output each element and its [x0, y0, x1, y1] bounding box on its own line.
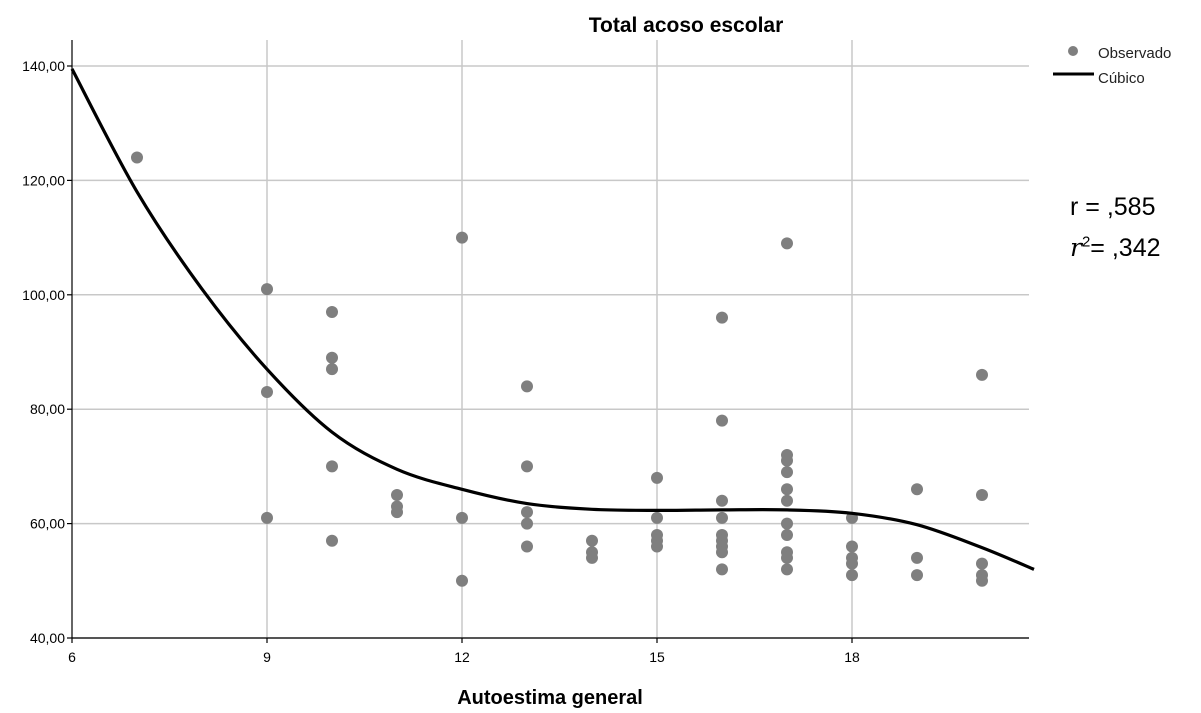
y-tick-label: 40,00: [30, 630, 65, 646]
observed-point: [716, 414, 728, 427]
observed-point: [521, 380, 533, 393]
observed-point: [976, 368, 988, 381]
observed-point: [716, 546, 728, 559]
legend-observed-marker: [1068, 46, 1078, 56]
observed-point: [781, 483, 793, 496]
x-tick-label: 15: [649, 649, 665, 665]
observed-point: [911, 569, 923, 582]
observed-point: [391, 489, 403, 501]
observed-point: [781, 517, 793, 530]
observed-point: [391, 506, 403, 519]
r2-symbol: r: [1070, 233, 1082, 262]
observed-point: [456, 231, 468, 244]
observed-point: [781, 494, 793, 507]
axes: [67, 40, 1029, 643]
observed-point: [651, 540, 663, 553]
observed-point: [586, 551, 598, 564]
legend-observed-label: Observado: [1098, 45, 1171, 62]
observed-point: [716, 563, 728, 576]
observed-point: [716, 311, 728, 324]
cubic-fit-curve: [70, 68, 1035, 571]
r2-exponent: 2: [1081, 233, 1091, 251]
observed-point: [326, 363, 338, 376]
observed-point: [651, 471, 663, 484]
observed-point: [781, 454, 793, 467]
observed-point: [976, 557, 988, 570]
observed-point: [261, 283, 273, 296]
r2-value: = ,342: [1090, 234, 1161, 262]
observed-point: [716, 494, 728, 507]
observed-point: [326, 305, 338, 318]
observed-point: [846, 569, 858, 582]
x-tick-label: 12: [454, 649, 470, 665]
observed-point: [781, 551, 793, 564]
observed-point: [846, 540, 858, 553]
observed-point: [521, 517, 533, 530]
grid-lines: [72, 40, 1029, 639]
observed-point: [911, 551, 923, 564]
y-tick-label: 120,00: [22, 172, 65, 188]
y-tick-label: 100,00: [22, 287, 65, 303]
observed-point: [911, 483, 923, 496]
observed-point: [521, 506, 533, 519]
chart-title: Total acoso escolar: [589, 14, 784, 37]
observed-point: [781, 466, 793, 479]
legend: Observado Cúbico: [1053, 45, 1171, 87]
observed-point: [261, 386, 273, 399]
observed-point: [586, 534, 598, 547]
observed-point: [521, 540, 533, 553]
tick-labels: 40,00 60,00 80,00 100,00 120,00 140,00 6 9 12 15 1…: [22, 58, 860, 665]
observed-point: [521, 460, 533, 473]
r-annotation: r = ,585: [1070, 193, 1156, 221]
x-tick-label: 6: [68, 649, 76, 665]
observed-point: [781, 563, 793, 576]
observed-point: [456, 511, 468, 524]
observed-point: [976, 574, 988, 587]
observed-points: [131, 151, 988, 587]
observed-point: [716, 511, 728, 524]
x-tick-label: 18: [844, 649, 860, 665]
observed-point: [326, 351, 338, 364]
observed-point: [326, 460, 338, 473]
observed-point: [131, 151, 143, 164]
y-tick-label: 140,00: [22, 58, 65, 74]
observed-point: [781, 237, 793, 250]
y-tick-label: 80,00: [30, 401, 65, 417]
r2-annotation: r2= ,342: [1070, 233, 1161, 263]
observed-point: [456, 574, 468, 587]
observed-point: [976, 489, 988, 501]
observed-point: [261, 511, 273, 524]
observed-point: [326, 534, 338, 547]
observed-point: [846, 557, 858, 570]
x-axis-label: Autoestima general: [457, 687, 643, 709]
y-tick-label: 60,00: [30, 516, 65, 532]
legend-cubic-label: Cúbico: [1098, 70, 1145, 87]
observed-point: [651, 511, 663, 524]
observed-point: [781, 529, 793, 542]
x-tick-label: 9: [263, 649, 271, 665]
